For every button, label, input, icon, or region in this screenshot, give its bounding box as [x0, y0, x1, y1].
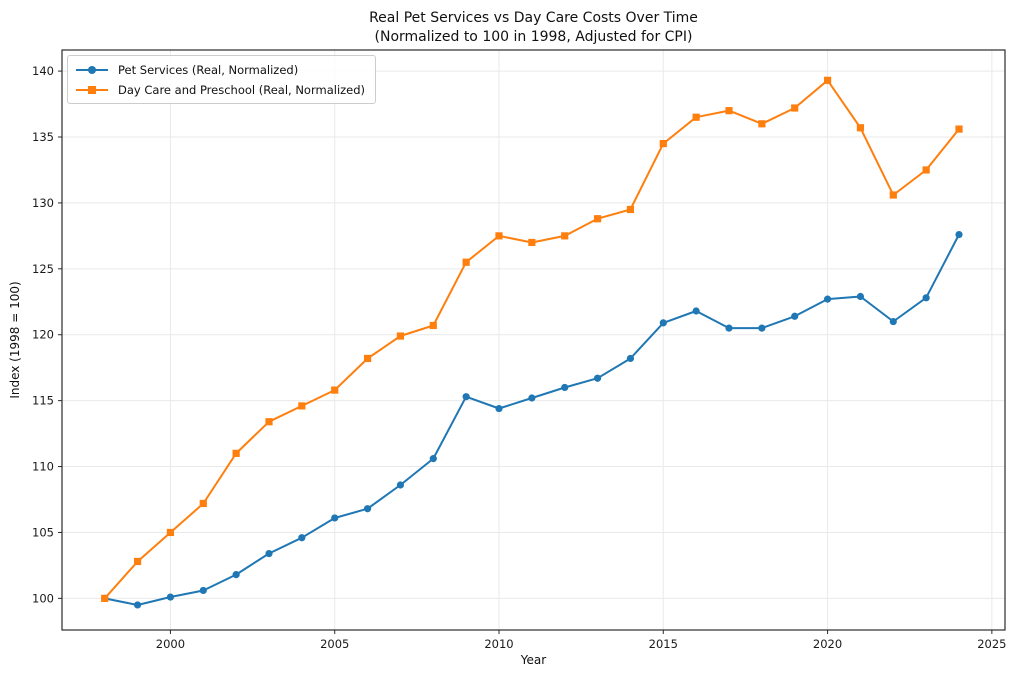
data-point-marker: [199, 586, 207, 595]
legend-sample-square-icon: [76, 85, 108, 94]
data-point-marker: [495, 232, 503, 240]
data-point-marker: [199, 499, 207, 508]
data-point-marker: [298, 534, 306, 542]
data-point-marker: [922, 294, 930, 302]
x-axis-label: Year: [520, 653, 547, 667]
data-point-marker: [791, 312, 799, 320]
data-point-marker: [331, 514, 339, 522]
x-tick-label: 2000: [156, 637, 185, 651]
data-point-marker: [626, 205, 635, 214]
data-point-marker: [396, 481, 405, 489]
plot-spines: [61, 49, 1006, 631]
y-tick-label: 115: [32, 394, 54, 408]
data-point-marker: [561, 383, 569, 392]
data-point-marker: [922, 166, 930, 174]
y-tick-label: 100: [32, 591, 54, 605]
data-point-marker: [955, 125, 963, 133]
series-line: [103, 233, 960, 606]
data-point-marker: [758, 324, 766, 332]
data-point-marker: [133, 601, 142, 609]
y-tick-label: 105: [32, 525, 54, 539]
data-point-marker: [462, 393, 470, 401]
data-point-marker: [133, 557, 142, 566]
data-point-marker: [166, 593, 175, 601]
data-point-marker: [232, 449, 240, 457]
data-point-marker: [626, 354, 635, 363]
x-tick-label: 2025: [977, 637, 1006, 651]
data-point-marker: [725, 324, 733, 332]
data-point-marker: [758, 120, 766, 128]
data-point-marker: [462, 258, 470, 266]
data-point-marker: [692, 307, 700, 315]
x-tick-label: 2010: [484, 637, 513, 651]
chart-title: Real Pet Services vs Day Care Costs Over…: [62, 9, 1005, 47]
legend: Pet Services (Real, Normalized) Day Care …: [67, 55, 377, 104]
data-point-marker: [396, 332, 405, 340]
data-point-marker: [495, 404, 503, 413]
data-point-marker: [166, 528, 175, 537]
data-point-marker: [232, 571, 240, 579]
data-point-marker: [856, 292, 865, 301]
data-point-marker: [101, 594, 109, 602]
data-point-marker: [791, 104, 799, 112]
y-tick-label: 140: [32, 64, 54, 78]
data-point-marker: [692, 113, 700, 121]
data-point-marker: [659, 319, 667, 327]
data-point-marker: [659, 139, 667, 148]
legend-entry: Pet Services (Real, Normalized): [76, 61, 365, 78]
y-tick-label: 120: [32, 328, 54, 342]
chart-title-line1: Real Pet Services vs Day Care Costs Over…: [369, 10, 698, 26]
series-line: [103, 79, 960, 600]
y-tick-label: 130: [32, 196, 54, 210]
data-point-marker: [429, 321, 437, 330]
y-tick-label: 110: [32, 460, 54, 474]
chart-title-line2: (Normalized to 100 in 1998, Adjusted for…: [374, 29, 693, 45]
data-point-marker: [593, 215, 602, 223]
legend-sample-circle-icon: [76, 65, 108, 74]
data-point-marker: [889, 191, 897, 199]
data-point-marker: [363, 354, 372, 363]
x-tick-label: 2020: [813, 637, 842, 651]
data-point-marker: [265, 418, 273, 426]
data-point-marker: [856, 124, 865, 132]
data-point-marker: [561, 232, 569, 240]
data-point-marker: [823, 76, 832, 84]
data-point-marker: [889, 317, 897, 326]
legend-label: Pet Services (Real, Normalized): [118, 62, 299, 77]
data-point-marker: [331, 386, 339, 394]
x-tick-label: 2005: [320, 637, 349, 651]
y-tick-label: 135: [32, 130, 54, 144]
data-point-marker: [725, 107, 733, 115]
y-tick-label: 125: [32, 262, 54, 276]
legend-label: Day Care and Preschool (Real, Normalized…: [118, 82, 366, 97]
data-point-marker: [823, 295, 832, 303]
data-point-marker: [429, 455, 437, 463]
data-point-marker: [593, 374, 602, 382]
data-point-marker: [955, 230, 963, 239]
x-tick-label: 2015: [649, 637, 678, 651]
data-point-marker: [363, 505, 372, 513]
data-point-marker: [528, 394, 536, 402]
data-point-marker: [265, 549, 273, 558]
data-point-marker: [298, 402, 306, 410]
data-point-marker: [528, 238, 536, 247]
legend-entry: Day Care and Preschool (Real, Normalized…: [76, 81, 365, 98]
